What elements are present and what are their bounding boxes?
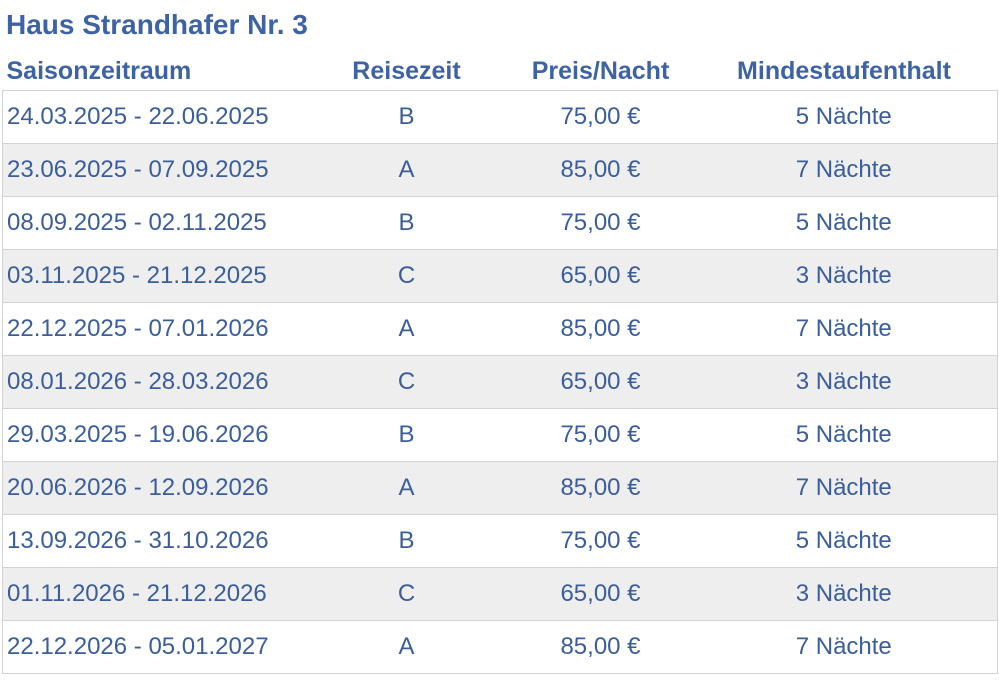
minimum-stay-cell: 5 Nächte [690, 90, 998, 144]
season-period-cell: 22.12.2026 - 05.01.2027 [2, 620, 303, 674]
travel-period-cell: A [302, 143, 511, 197]
minimum-stay-cell: 3 Nächte [690, 355, 998, 409]
season-period-cell: 08.01.2026 - 28.03.2026 [2, 355, 303, 409]
price-per-night-cell: 75,00 € [510, 196, 691, 250]
minimum-stay-cell: 7 Nächte [690, 461, 998, 515]
price-per-night-cell: 85,00 € [510, 461, 691, 515]
table-row: 22.12.2026 - 05.01.2027 A 85,00 €7 Nächte [2, 620, 998, 674]
header-reisezeit: Reisezeit [352, 56, 461, 85]
price-per-night-cell: 85,00 € [510, 302, 691, 356]
minimum-stay-cell: 5 Nächte [690, 408, 998, 462]
table-row: 13.09.2026 - 31.10.2026 B 75,00 €5 Nächte [2, 514, 998, 568]
table-row: 08.09.2025 - 02.11.2025 B 75,00 €5 Nächte [2, 196, 998, 250]
season-period-cell: 20.06.2026 - 12.09.2026 [2, 461, 303, 515]
price-per-night-cell: 75,00 € [510, 408, 691, 462]
table-row: 01.11.2026 - 21.12.2026 C 65,00 €3 Nächte [2, 567, 998, 621]
price-per-night-cell: 65,00 € [510, 567, 691, 621]
minimum-stay-cell: 3 Nächte [690, 249, 998, 303]
minimum-stay-cell: 5 Nächte [690, 196, 998, 250]
season-period-cell: 22.12.2025 - 07.01.2026 [2, 302, 303, 356]
table-row: 08.01.2026 - 28.03.2026 C 65,00 €3 Nächte [2, 355, 998, 409]
minimum-stay-cell: 7 Nächte [690, 302, 998, 356]
travel-period-cell: B [302, 408, 511, 462]
travel-period-cell: B [302, 514, 511, 568]
minimum-stay-cell: 5 Nächte [690, 514, 998, 568]
travel-period-cell: A [302, 302, 511, 356]
minimum-stay-cell: 7 Nächte [690, 143, 998, 197]
price-per-night-cell: 85,00 € [510, 143, 691, 197]
travel-period-cell: C [302, 355, 511, 409]
table-header-row: Saisonzeitraum Reisezeit Preis/Nacht Min… [3, 52, 998, 91]
table-row: 29.03.2025 - 19.06.2026 B 75,00 €5 Nächte [2, 408, 998, 462]
minimum-stay-cell: 3 Nächte [690, 567, 998, 621]
table-row: 23.06.2025 - 07.09.2025 A 85,00 €7 Nächte [2, 143, 998, 197]
season-period-cell: 01.11.2026 - 21.12.2026 [2, 567, 303, 621]
price-per-night-cell: 65,00 € [510, 249, 691, 303]
price-table: Saisonzeitraum Reisezeit Preis/Nacht Min… [2, 52, 998, 674]
season-period-cell: 29.03.2025 - 19.06.2026 [2, 408, 303, 462]
header-mindestaufenthalt: Mindestaufenthalt [737, 56, 951, 85]
season-period-cell: 13.09.2026 - 31.10.2026 [2, 514, 303, 568]
table-row: 22.12.2025 - 07.01.2026 A 85,00 €7 Nächte [2, 302, 998, 356]
travel-period-cell: C [302, 567, 511, 621]
travel-period-cell: C [302, 249, 511, 303]
price-per-night-cell: 65,00 € [510, 355, 691, 409]
travel-period-cell: A [302, 461, 511, 515]
table-row: 03.11.2025 - 21.12.2025 C 65,00 €3 Nächte [2, 249, 998, 303]
season-period-cell: 24.03.2025 - 22.06.2025 [2, 90, 303, 144]
season-period-cell: 23.06.2025 - 07.09.2025 [2, 143, 303, 197]
price-per-night-cell: 75,00 € [510, 514, 691, 568]
travel-period-cell: A [302, 620, 511, 674]
table-row: 20.06.2026 - 12.09.2026 A 85,00 €7 Nächte [2, 461, 998, 515]
travel-period-cell: B [302, 90, 511, 144]
header-preis-nacht: Preis/Nacht [531, 56, 670, 85]
page-title: Haus Strandhafer Nr. 3 [6, 9, 308, 40]
season-period-cell: 03.11.2025 - 21.12.2025 [2, 249, 303, 303]
header-saisonzeitraum: Saisonzeitraum [6, 56, 192, 85]
price-per-night-cell: 75,00 € [510, 90, 691, 144]
travel-period-cell: B [302, 196, 511, 250]
table-row: 24.03.2025 - 22.06.2025 B 75,00 €5 Nächte [2, 90, 998, 144]
season-period-cell: 08.09.2025 - 02.11.2025 [2, 196, 303, 250]
minimum-stay-cell: 7 Nächte [690, 620, 998, 674]
price-per-night-cell: 85,00 € [510, 620, 691, 674]
